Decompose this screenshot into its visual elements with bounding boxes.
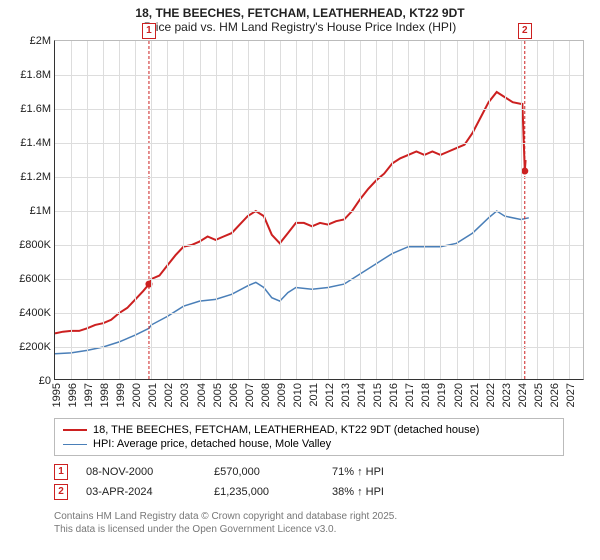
y-axis-label: £1M [30,205,51,217]
y-axis-label: £1.8M [20,69,51,81]
x-axis-label: 1995 [51,383,63,407]
x-axis-label: 2000 [131,383,143,407]
x-axis-label: 2023 [501,383,513,407]
x-axis-label: 1999 [115,383,127,407]
x-axis-label: 2006 [228,383,240,407]
x-axis-label: 2014 [356,383,368,407]
legend-label: HPI: Average price, detached house, Mole… [93,438,331,450]
series-property [55,92,526,333]
event-price: £570,000 [214,466,314,478]
y-axis-label: £1.2M [20,171,51,183]
marker-dot-2 [521,168,528,175]
x-axis-label: 2019 [436,383,448,407]
event-marker: 2 [54,484,68,500]
x-axis-label: 2015 [372,383,384,407]
legend-label: 18, THE BEECHES, FETCHAM, LEATHERHEAD, K… [93,424,479,436]
x-axis-label: 1996 [67,383,79,407]
y-axis-label: £400K [19,307,51,319]
plot-area: £0£200K£400K£600K£800K£1M£1.2M£1.4M£1.6M… [54,40,584,380]
x-axis-label: 2013 [340,383,352,407]
x-axis-label: 2002 [163,383,175,407]
event-price: £1,235,000 [214,486,314,498]
event-row: 1 08-NOV-2000 £570,000 71% ↑ HPI [54,462,564,482]
legend: 18, THE BEECHES, FETCHAM, LEATHERHEAD, K… [54,418,564,456]
chart-title-line1: 18, THE BEECHES, FETCHAM, LEATHERHEAD, K… [10,6,590,20]
marker-label-2: 2 [518,23,532,39]
x-axis-label: 2022 [485,383,497,407]
event-pct: 71% ↑ HPI [332,466,384,478]
x-axis-label: 1998 [99,383,111,407]
y-axis-label: £200K [19,341,51,353]
x-axis-label: 2016 [388,383,400,407]
y-axis-label: £1.6M [20,103,51,115]
chart-title-line2: Price paid vs. HM Land Registry's House … [10,20,590,34]
x-axis-label: 2020 [453,383,465,407]
x-axis-label: 2010 [292,383,304,407]
sale-events: 1 08-NOV-2000 £570,000 71% ↑ HPI 2 03-APR-202… [54,462,564,502]
x-axis-label: 2004 [196,383,208,407]
y-axis-label: £0 [39,375,51,387]
marker-label-1: 1 [142,23,156,39]
x-axis-label: 2011 [308,383,320,407]
x-axis-label: 2007 [244,383,256,407]
series-hpi [55,211,529,354]
y-axis-label: £2M [30,35,51,47]
x-axis-label: 2027 [565,383,577,407]
x-axis-label: 2008 [260,383,272,407]
footer-attribution: Contains HM Land Registry data © Crown c… [54,510,590,536]
event-row: 2 03-APR-2024 £1,235,000 38% ↑ HPI [54,482,564,502]
legend-item: 18, THE BEECHES, FETCHAM, LEATHERHEAD, K… [63,423,555,437]
event-pct: 38% ↑ HPI [332,486,384,498]
legend-item: HPI: Average price, detached house, Mole… [63,437,555,451]
x-axis-label: 2009 [276,383,288,407]
x-axis-label: 1997 [83,383,95,407]
x-axis-label: 2024 [517,383,529,407]
x-axis-label: 2026 [549,383,561,407]
legend-swatch [63,429,87,431]
footer-line2: This data is licensed under the Open Gov… [54,523,590,536]
x-axis-label: 2012 [324,383,336,407]
x-axis-label: 2003 [179,383,191,407]
y-axis-label: £1.4M [20,137,51,149]
x-axis-label: 2001 [147,383,159,407]
y-axis-label: £600K [19,273,51,285]
x-axis-label: 2005 [212,383,224,407]
x-axis-label: 2025 [533,383,545,407]
event-marker: 1 [54,464,68,480]
footer-line1: Contains HM Land Registry data © Crown c… [54,510,590,523]
x-axis-label: 2021 [469,383,481,407]
x-axis-label: 2017 [404,383,416,407]
y-axis-label: £800K [19,239,51,251]
event-date: 03-APR-2024 [86,486,196,498]
chart-container: £0£200K£400K£600K£800K£1M£1.2M£1.4M£1.6M… [30,40,600,410]
legend-swatch [63,444,87,445]
event-date: 08-NOV-2000 [86,466,196,478]
x-axis-label: 2018 [420,383,432,407]
